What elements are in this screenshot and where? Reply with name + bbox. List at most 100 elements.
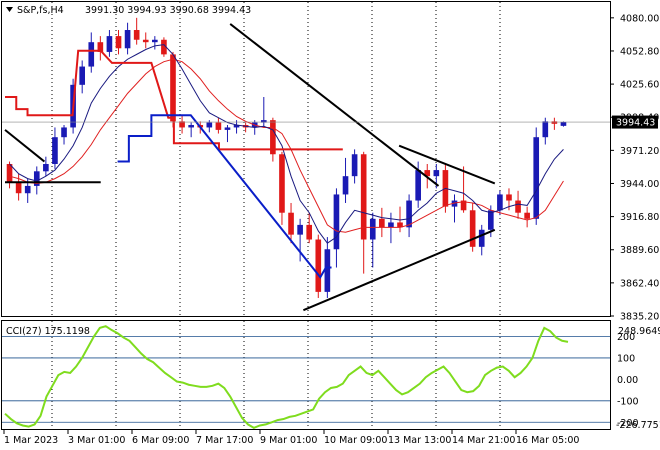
candle-body <box>560 122 567 126</box>
price-tick-label: 3944.00 <box>620 179 659 190</box>
cci-title: CCI(27) 175.1198 <box>6 326 90 337</box>
candle-body <box>433 170 440 177</box>
candle-body <box>224 127 231 130</box>
trendline <box>4 129 46 163</box>
candle-body <box>360 154 367 240</box>
candle-body <box>61 127 67 138</box>
candle-body <box>551 121 558 124</box>
time-tick-label: 7 Mar 17:00 <box>196 435 253 446</box>
candle-body <box>33 171 40 186</box>
time-tick-label: 9 Mar 01:00 <box>260 435 317 446</box>
cci-level-label: 200 <box>617 332 635 343</box>
candle-body <box>379 218 385 228</box>
price-tick-label: 3971.20 <box>620 146 659 157</box>
trendline <box>229 23 440 187</box>
current-price-value: 3994.43 <box>616 118 655 129</box>
trendline <box>398 144 496 185</box>
symbol-label: S&P,fs,H4 <box>17 5 64 16</box>
candle-body <box>215 122 222 130</box>
slow-ma-line <box>9 58 564 233</box>
candle-body <box>388 222 394 228</box>
candle-body <box>97 42 104 52</box>
trendlines <box>4 23 496 312</box>
candle-body <box>478 229 485 247</box>
price-tick-label: 3835.20 <box>620 312 659 323</box>
price-tick-label: 4080.00 <box>620 13 659 24</box>
candle-body <box>15 182 22 194</box>
price-tick-label: 3916.80 <box>620 212 659 223</box>
time-tick-label: 10 Mar 09:00 <box>324 435 387 446</box>
candle-body <box>333 194 340 250</box>
current-price-tag <box>612 115 658 129</box>
candle-body <box>133 30 140 40</box>
candle-body <box>142 39 149 43</box>
candle-body <box>270 120 276 155</box>
time-tick-label: 13 Mar 13:00 <box>388 435 451 446</box>
candle-body <box>297 224 303 235</box>
time-tick-label: 3 Mar 01:00 <box>68 435 125 446</box>
candle-body <box>260 120 267 123</box>
time-tick-label: 14 Mar 21:00 <box>452 435 515 446</box>
candle-body <box>424 170 431 177</box>
candle-body <box>315 239 322 292</box>
candle-body <box>179 121 185 128</box>
candle-body <box>415 170 421 201</box>
candle-body <box>351 154 358 177</box>
session-separators <box>51 2 501 429</box>
cci-level-label: 0.00 <box>617 375 638 386</box>
candle-body <box>460 200 467 211</box>
candle-body <box>515 200 521 213</box>
candle-body <box>469 210 476 247</box>
candle-body <box>206 122 213 128</box>
candle-body <box>233 125 240 128</box>
ohlc-readout: 3991.30 3994.93 3990.68 3994.43 <box>85 5 251 16</box>
cci-line <box>4 325 569 429</box>
time-tick-label: 1 Mar 2023 <box>4 435 58 446</box>
candle-body <box>106 36 113 52</box>
candle-body <box>188 125 194 128</box>
candle-body <box>124 30 131 49</box>
candle-body <box>397 222 403 228</box>
candle-body <box>497 194 503 211</box>
candle-body <box>533 137 540 219</box>
trailing-stop-blue <box>117 114 332 280</box>
candle-body <box>79 66 86 85</box>
time-axis: 1 Mar 2023 3 Mar 01:00 6 Mar 09:00 7 Mar 17… <box>3 430 579 446</box>
candle-body <box>88 42 95 67</box>
candle-body <box>506 194 512 201</box>
candle-body <box>152 39 158 43</box>
candle-body <box>288 212 294 235</box>
time-tick-label: 6 Mar 09:00 <box>132 435 189 446</box>
symbol-menu-icon[interactable] <box>6 7 13 12</box>
cci-levels <box>2 336 610 423</box>
trailing-stop-red <box>5 49 343 151</box>
cci-level-label: -100 <box>617 396 639 407</box>
candle-body <box>369 218 376 240</box>
candle-body <box>406 200 412 228</box>
candle-body <box>6 163 13 183</box>
candle-body <box>487 210 494 230</box>
candle-body <box>43 163 49 172</box>
price-tick-label: 3862.40 <box>620 278 659 289</box>
cci-level-label: -200 <box>617 418 639 429</box>
cci-min-label: -226.7751 <box>616 420 660 431</box>
cci-max-label: 248.9649 <box>618 326 660 337</box>
candle-body <box>542 121 549 138</box>
candle-body <box>115 36 122 49</box>
price-tick-label: 4052.80 <box>620 46 659 57</box>
candle-body <box>161 39 167 55</box>
candle-body <box>279 154 285 213</box>
price-tick-label: 4025.60 <box>620 80 659 91</box>
candle-body <box>306 224 313 240</box>
price-tick-label: 3889.60 <box>620 245 659 256</box>
candle-body <box>451 200 458 207</box>
candle-body <box>324 249 331 292</box>
candle-body <box>24 185 31 194</box>
candle-body <box>52 137 58 164</box>
candle-body <box>524 212 530 219</box>
time-tick-label: 16 Mar 05:00 <box>516 435 579 446</box>
candle-body <box>170 54 176 122</box>
cci-axis: 200 100 0.00 -100 -200 248.9649 -226.7751 <box>616 326 660 431</box>
fast-ma-line <box>9 44 564 244</box>
